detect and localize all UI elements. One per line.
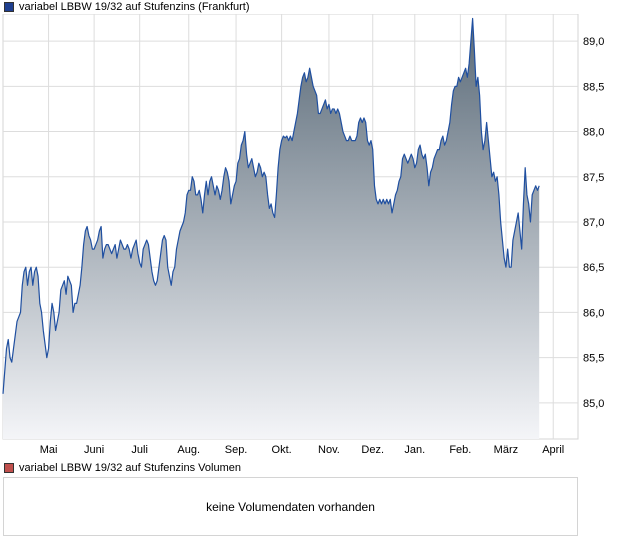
- legend-price: variabel LBBW 19/32 auf Stufenzins (Fran…: [4, 0, 250, 14]
- y-tick-label: 85,5: [583, 353, 604, 365]
- legend-price-label: variabel LBBW 19/32 auf Stufenzins (Fran…: [19, 1, 250, 13]
- y-tick-label: 89,0: [583, 36, 604, 48]
- legend-price-swatch: [4, 2, 14, 12]
- y-tick-label: 87,0: [583, 217, 604, 229]
- y-tick-label: 87,5: [583, 172, 604, 184]
- y-tick-label: 88,5: [583, 81, 604, 93]
- legend-volume-swatch: [4, 463, 14, 473]
- price-line: [2, 17, 540, 394]
- volume-no-data-message: keine Volumendaten vorhanden: [206, 500, 375, 514]
- x-tick-label: März: [494, 444, 518, 456]
- x-axis-ticks: Mai Juni Juli Aug. Sep. Okt. Nov. Dez. Jan. Feb. M…: [40, 444, 565, 456]
- x-tick-label: Juli: [131, 444, 148, 456]
- legend-volume: variabel LBBW 19/32 auf Stufenzins Volum…: [4, 461, 241, 475]
- y-tick-label: 88,0: [583, 127, 604, 139]
- x-tick-label: Nov.: [318, 444, 340, 456]
- y-tick-label: 85,0: [583, 398, 604, 410]
- y-tick-label: 86,0: [583, 307, 604, 319]
- x-tick-label: Jan.: [404, 444, 425, 456]
- x-tick-label: Mai: [40, 444, 58, 456]
- x-tick-label: Dez.: [361, 444, 384, 456]
- x-tick-label: Aug.: [177, 444, 200, 456]
- y-axis-ticks: 85,0 85,5 86,0 86,5 87,0 87,5 88,0 88,5 89,0: [583, 36, 604, 410]
- x-tick-label: Sep.: [225, 444, 248, 456]
- price-chart: 85,0 85,5 86,0 86,5 87,0 87,5 88,0 88,5 89,0 Mai…: [2, 14, 604, 456]
- x-tick-label: Okt.: [272, 444, 292, 456]
- legend-volume-label: variabel LBBW 19/32 auf Stufenzins Volum…: [19, 462, 241, 474]
- x-tick-label: Feb.: [449, 444, 471, 456]
- price-area: [3, 18, 540, 440]
- volume-panel: keine Volumendaten vorhanden: [3, 477, 578, 536]
- y-tick-label: 86,5: [583, 262, 604, 274]
- x-tick-label: Juni: [84, 444, 104, 456]
- x-tick-label: April: [542, 444, 564, 456]
